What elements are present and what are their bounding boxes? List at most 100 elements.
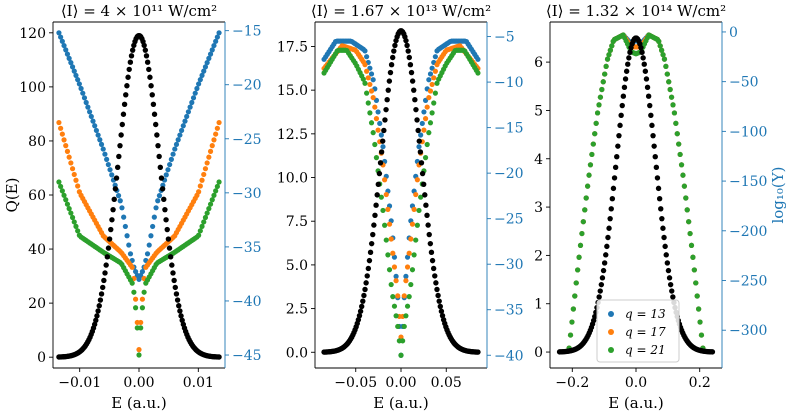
data-point	[196, 232, 202, 238]
q-point	[406, 54, 412, 61]
q-point	[362, 286, 368, 293]
data-point	[432, 90, 438, 96]
data-point	[409, 267, 416, 273]
y2-tick-label: −300	[729, 323, 767, 339]
data-point	[382, 222, 388, 228]
q-point	[111, 196, 117, 203]
panel-mid-intensity: −0.05 0.00 0.05 0.0 2.5 5.0 7.5 10.0 12.5 15.0 17.…	[277, 2, 524, 412]
data-point	[156, 193, 163, 199]
data-point	[190, 95, 197, 101]
data-point	[414, 177, 420, 183]
q-point	[436, 298, 442, 304]
data-point	[577, 242, 584, 248]
data-point	[71, 171, 77, 178]
data-point	[87, 109, 93, 115]
q-point	[368, 240, 375, 247]
data-point	[61, 137, 67, 143]
y-tick-label: 2	[534, 248, 543, 264]
y-tick-label: 10.0	[277, 171, 308, 187]
q-point	[649, 122, 655, 129]
data-point	[408, 236, 414, 242]
x-tick-label: 0.00	[123, 375, 154, 391]
data-point	[197, 183, 203, 189]
data-point	[411, 206, 417, 212]
data-point	[109, 172, 115, 178]
data-point	[575, 267, 581, 273]
data-point	[660, 52, 666, 58]
data-point	[115, 193, 122, 199]
q-point	[648, 112, 654, 118]
data-point	[167, 161, 173, 168]
data-point	[69, 214, 76, 221]
y2-tick-label: −5	[494, 30, 515, 46]
data-point	[73, 177, 79, 183]
x-tick-label: 0.0	[625, 375, 647, 391]
q-point	[113, 175, 120, 181]
q-point	[647, 102, 653, 109]
data-point	[185, 109, 191, 115]
data-point	[659, 47, 665, 53]
q-point	[146, 66, 152, 73]
q-point	[361, 292, 367, 299]
data-point	[102, 151, 108, 157]
legend-marker	[608, 329, 614, 335]
q-point	[119, 121, 125, 128]
data-point	[136, 352, 142, 358]
data-point	[69, 166, 76, 172]
q-point	[388, 61, 395, 68]
y-tick-label: 60	[28, 188, 46, 204]
q-point	[614, 154, 620, 160]
data-point	[139, 296, 146, 302]
series-q13	[321, 38, 481, 358]
data-point	[194, 85, 200, 92]
data-point	[201, 219, 207, 225]
data-point	[75, 183, 81, 189]
q-point	[151, 111, 158, 117]
y-tick-label: 20	[28, 296, 46, 312]
data-point	[391, 264, 398, 270]
q-point	[597, 288, 603, 294]
q-point	[363, 280, 369, 286]
data-point	[172, 146, 178, 152]
q-point	[412, 97, 418, 103]
data-point	[138, 272, 144, 279]
data-point	[372, 141, 378, 148]
q-point	[176, 303, 182, 309]
q-point	[157, 164, 164, 170]
q-point	[435, 292, 441, 299]
data-point	[404, 264, 411, 270]
q-point	[110, 206, 116, 213]
data-point	[378, 132, 384, 138]
q-point	[102, 270, 108, 276]
q-point	[101, 277, 107, 284]
q-point	[429, 257, 436, 264]
data-point	[150, 223, 156, 230]
data-point	[199, 72, 205, 79]
q-point	[120, 111, 127, 117]
q-point	[371, 222, 377, 228]
q-point	[433, 280, 439, 286]
x-tick-label: 0.00	[385, 375, 416, 391]
data-point	[686, 219, 692, 225]
data-point	[207, 51, 214, 57]
data-point	[693, 280, 699, 286]
y2-tick-label: −35	[494, 303, 524, 319]
x-tick-label: −0.05	[334, 375, 377, 391]
data-point	[671, 110, 678, 116]
data-point	[684, 207, 690, 213]
data-point	[173, 141, 180, 148]
data-point	[138, 325, 144, 331]
q-point	[375, 181, 381, 188]
q-point	[426, 231, 432, 238]
q-point	[651, 143, 657, 149]
q-point	[144, 59, 151, 65]
data-point	[429, 65, 435, 71]
y2-tick-label: −100	[729, 124, 767, 140]
data-point	[380, 144, 386, 150]
data-point	[362, 62, 368, 68]
data-point	[434, 80, 440, 86]
data-point	[170, 151, 176, 157]
data-point	[386, 221, 393, 227]
q-point	[609, 196, 616, 202]
data-point	[360, 76, 366, 82]
